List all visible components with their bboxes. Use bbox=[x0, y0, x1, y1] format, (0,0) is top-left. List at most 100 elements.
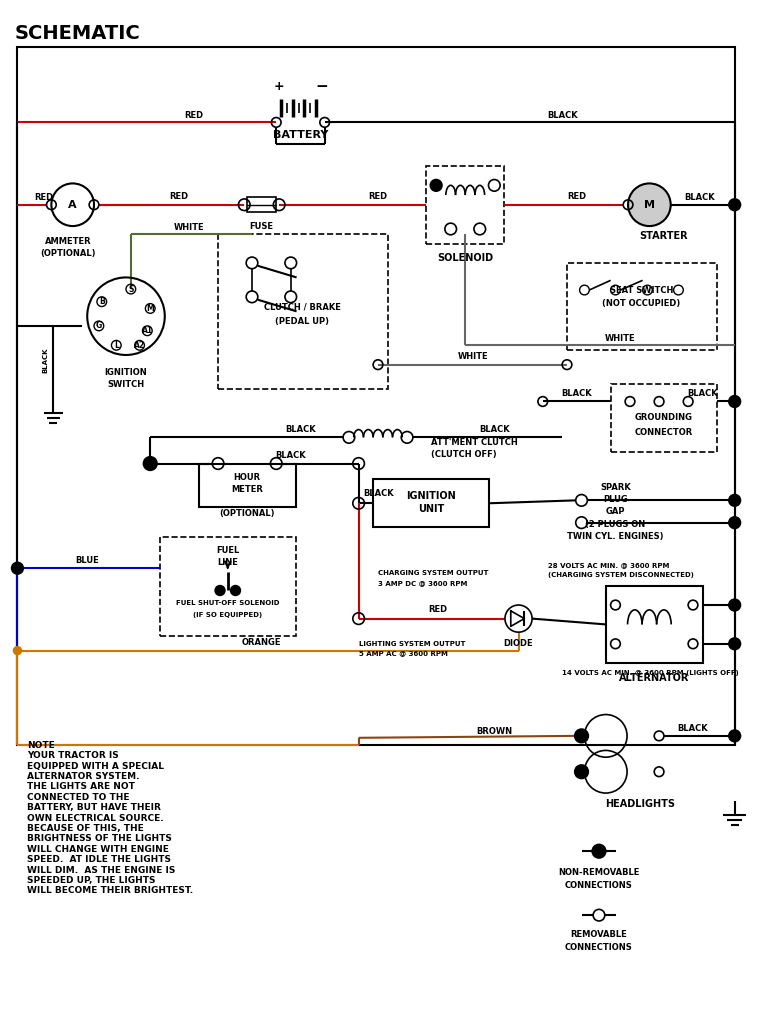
Text: BLACK: BLACK bbox=[684, 193, 715, 203]
Text: GROUNDING: GROUNDING bbox=[635, 413, 693, 422]
Text: BLACK: BLACK bbox=[688, 389, 718, 398]
Circle shape bbox=[729, 599, 740, 611]
Text: BLACK: BLACK bbox=[363, 489, 394, 498]
Text: HEADLIGHTS: HEADLIGHTS bbox=[605, 799, 674, 809]
Circle shape bbox=[575, 729, 588, 743]
Text: (NOT OCCUPIED): (NOT OCCUPIED) bbox=[602, 299, 681, 308]
Text: RED: RED bbox=[428, 606, 448, 615]
Text: 5 AMP AC @ 3600 RPM: 5 AMP AC @ 3600 RPM bbox=[359, 651, 448, 657]
Bar bbox=[218, 234, 388, 389]
Bar bbox=[427, 166, 504, 243]
Text: SEAT SWITCH: SEAT SWITCH bbox=[610, 285, 674, 295]
Circle shape bbox=[13, 647, 21, 655]
Circle shape bbox=[12, 563, 23, 574]
Circle shape bbox=[230, 585, 241, 595]
Bar bbox=[160, 537, 296, 636]
Circle shape bbox=[215, 585, 225, 595]
Text: DIODE: DIODE bbox=[504, 639, 533, 649]
Text: CONNECTIONS: CONNECTIONS bbox=[565, 942, 633, 951]
Text: A1: A1 bbox=[142, 326, 153, 336]
Text: A2: A2 bbox=[134, 341, 145, 350]
Bar bbox=[611, 384, 717, 452]
Text: BLACK: BLACK bbox=[285, 426, 316, 434]
Bar bbox=[17, 47, 735, 745]
Text: BROWN: BROWN bbox=[476, 726, 512, 736]
Bar bbox=[606, 585, 703, 663]
Text: BLACK: BLACK bbox=[43, 347, 49, 372]
Text: NOTE
YOUR TRACTOR IS
EQUIPPED WITH A SPECIAL
ALTERNATOR SYSTEM.
THE LIGHTS ARE N: NOTE YOUR TRACTOR IS EQUIPPED WITH A SPE… bbox=[27, 741, 193, 895]
Text: FUSE: FUSE bbox=[250, 222, 274, 230]
Text: RED: RED bbox=[170, 192, 189, 202]
Text: BLACK: BLACK bbox=[561, 389, 592, 398]
Text: M: M bbox=[147, 304, 154, 313]
Text: BLACK: BLACK bbox=[547, 112, 577, 120]
Text: SCHEMATIC: SCHEMATIC bbox=[15, 24, 140, 43]
Text: SWITCH: SWITCH bbox=[107, 380, 144, 389]
Text: CHARGING SYSTEM OUTPUT: CHARGING SYSTEM OUTPUT bbox=[378, 570, 489, 576]
Bar bbox=[247, 197, 276, 213]
Text: +: + bbox=[274, 80, 285, 93]
Text: BATTERY: BATTERY bbox=[273, 130, 328, 140]
Text: (OPTIONAL): (OPTIONAL) bbox=[220, 509, 275, 519]
Text: ATT'MENT CLUTCH: ATT'MENT CLUTCH bbox=[431, 438, 518, 447]
Text: RED: RED bbox=[369, 192, 387, 202]
Bar bbox=[567, 263, 717, 350]
Circle shape bbox=[729, 494, 740, 506]
Text: IGNITION: IGNITION bbox=[407, 490, 456, 500]
Text: BLACK: BLACK bbox=[275, 451, 306, 460]
Text: NON-REMOVABLE: NON-REMOVABLE bbox=[558, 869, 639, 877]
Text: WHITE: WHITE bbox=[605, 333, 636, 343]
Text: A: A bbox=[68, 199, 77, 210]
Circle shape bbox=[729, 396, 740, 407]
Text: S: S bbox=[128, 284, 133, 294]
Text: 14 VOLTS AC MIN. @ 3600 RPM (LIGHTS OFF): 14 VOLTS AC MIN. @ 3600 RPM (LIGHTS OFF) bbox=[562, 670, 739, 676]
Text: SPARK: SPARK bbox=[600, 483, 631, 492]
Text: (PEDAL UP): (PEDAL UP) bbox=[275, 316, 329, 325]
Text: 28 VOLTS AC MIN. @ 3600 RPM: 28 VOLTS AC MIN. @ 3600 RPM bbox=[548, 563, 669, 569]
Text: RED: RED bbox=[567, 192, 586, 202]
Text: (CLUTCH OFF): (CLUTCH OFF) bbox=[431, 450, 497, 459]
Circle shape bbox=[144, 456, 157, 471]
Text: SOLENOID: SOLENOID bbox=[437, 253, 494, 263]
Text: −: − bbox=[315, 79, 328, 94]
Text: STARTER: STARTER bbox=[639, 231, 688, 240]
Text: M: M bbox=[644, 199, 655, 210]
Text: FUEL: FUEL bbox=[217, 546, 239, 555]
Text: LINE: LINE bbox=[217, 558, 238, 567]
Circle shape bbox=[628, 183, 670, 226]
Text: BLUE: BLUE bbox=[75, 555, 99, 565]
Circle shape bbox=[729, 517, 740, 529]
Text: TWIN CYL. ENGINES): TWIN CYL. ENGINES) bbox=[567, 532, 663, 541]
Text: (2 PLUGS ON: (2 PLUGS ON bbox=[585, 520, 646, 529]
Text: IGNITION: IGNITION bbox=[105, 368, 147, 376]
Text: B: B bbox=[99, 297, 105, 306]
Circle shape bbox=[729, 730, 740, 742]
Text: GAP: GAP bbox=[606, 506, 625, 516]
Text: BLACK: BLACK bbox=[479, 426, 510, 434]
Circle shape bbox=[592, 844, 606, 858]
Text: WHITE: WHITE bbox=[458, 352, 488, 361]
Text: 3 AMP DC @ 3600 RPM: 3 AMP DC @ 3600 RPM bbox=[378, 580, 467, 586]
Text: RED: RED bbox=[184, 112, 203, 120]
Text: PLUG: PLUG bbox=[603, 495, 628, 504]
Text: CONNECTOR: CONNECTOR bbox=[635, 428, 693, 437]
Text: UNIT: UNIT bbox=[418, 504, 445, 515]
Text: G: G bbox=[95, 321, 102, 330]
Circle shape bbox=[431, 180, 442, 191]
Circle shape bbox=[729, 198, 740, 211]
Text: BLACK: BLACK bbox=[677, 723, 708, 732]
Bar bbox=[199, 463, 296, 507]
Text: METER: METER bbox=[231, 485, 263, 494]
Text: RED: RED bbox=[34, 193, 54, 203]
Text: FUEL SHUT-OFF SOLENOID: FUEL SHUT-OFF SOLENOID bbox=[176, 601, 279, 606]
Text: REMOVABLE: REMOVABLE bbox=[570, 930, 627, 939]
Text: ORANGE: ORANGE bbox=[242, 638, 282, 648]
Text: HOUR: HOUR bbox=[234, 473, 261, 482]
Text: ALTERNATOR: ALTERNATOR bbox=[619, 673, 689, 682]
Text: (IF SO EQUIPPED): (IF SO EQUIPPED) bbox=[193, 612, 262, 618]
Text: LIGHTING SYSTEM OUTPUT: LIGHTING SYSTEM OUTPUT bbox=[359, 640, 465, 647]
Text: (CHARGING SYSTEM DISCONNECTED): (CHARGING SYSTEM DISCONNECTED) bbox=[548, 572, 694, 578]
Text: CLUTCH / BRAKE: CLUTCH / BRAKE bbox=[264, 302, 341, 311]
Text: CONNECTIONS: CONNECTIONS bbox=[565, 881, 633, 890]
Circle shape bbox=[575, 765, 588, 779]
